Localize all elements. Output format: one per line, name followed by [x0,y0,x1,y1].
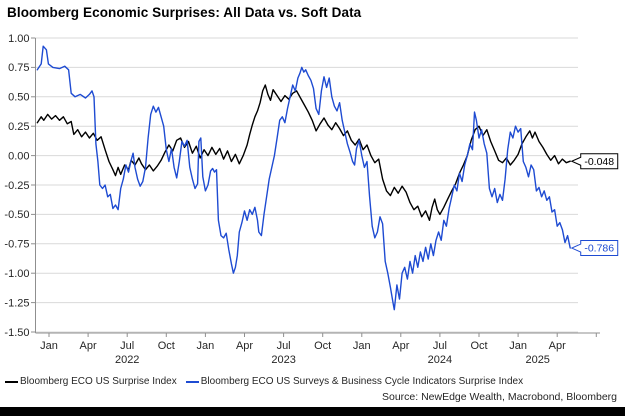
x-tick-label: Apr [236,340,253,352]
x-tick-label: Jul [120,340,134,352]
x-tick-label: Jan [509,340,527,352]
legend-swatch-black-line [5,380,18,383]
end-value-label-0: -0.048 [584,156,614,168]
y-tick-label: -0.75 [4,239,29,251]
y-tick-label: 1.00 [8,33,29,45]
y-tick-label: 0.00 [8,150,29,162]
end-value-label-1: -0.786 [584,243,614,255]
legend-swatch-blue-line [185,380,199,383]
bottom-bar [0,407,625,416]
x-tick-label: Oct [314,340,331,352]
legend-item-soft-data: Bloomberg ECO US Surveys & Business Cycl… [185,376,524,387]
legend-label-soft-data: Bloomberg ECO US Surveys & Business Cycl… [200,376,524,387]
x-tick-label: Apr [392,340,409,352]
x-tick-label: Jan [353,340,371,352]
x-year-label: 2023 [271,354,295,366]
end-value-callout-1 [570,240,619,257]
x-tick-label: Oct [158,340,175,352]
legend-item-all-data: Bloomberg ECO US Surprise Index [5,376,177,387]
x-tick-label: Jan [197,340,215,352]
x-year-label: 2022 [115,354,139,366]
y-tick-label: -1.00 [4,268,29,280]
end-value-callout-0 [570,153,619,170]
series-line-0 [36,84,571,222]
y-tick-label: 0.75 [8,62,29,74]
y-tick-label: -0.25 [4,180,29,192]
legend-label-all-data: Bloomberg ECO US Surprise Index [20,376,177,387]
y-tick-label: 0.50 [8,92,29,104]
x-tick-label: Oct [470,340,487,352]
y-tick-label: -1.25 [4,297,29,309]
y-tick-label: -1.50 [4,327,29,339]
x-tick-label: Apr [549,340,566,352]
y-tick-label: 0.25 [8,121,29,133]
chart-title: Bloomberg Economic Surprises: All Data v… [7,5,362,20]
x-tick-label: Jul [277,340,291,352]
legend: Bloomberg ECO US Surprise Index Bloomber… [5,376,523,387]
x-tick-label: Jan [40,340,58,352]
x-tick-label: Apr [80,340,97,352]
x-year-label: 2024 [428,354,452,366]
x-year-label: 2025 [525,354,549,366]
x-tick-label: Jul [433,340,447,352]
source-credit: Source: NewEdge Wealth, Macrobond, Bloom… [381,391,617,403]
series-line-1 [36,45,571,311]
y-tick-label: -0.50 [4,209,29,221]
